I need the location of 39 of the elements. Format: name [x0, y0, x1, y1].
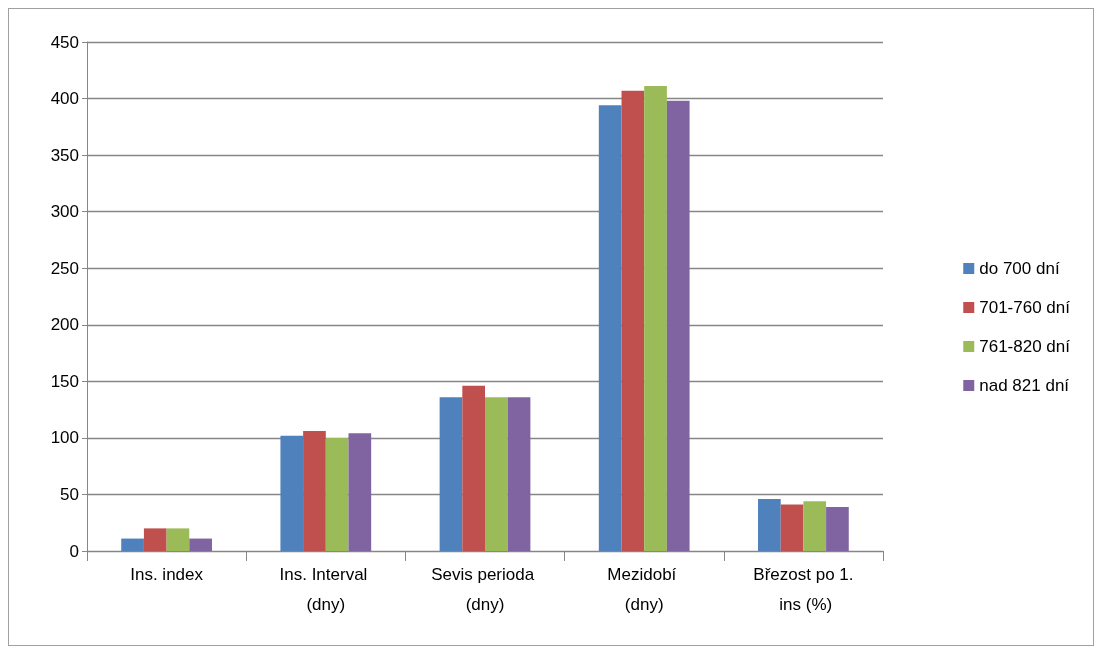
bar	[485, 397, 508, 551]
y-tick-label: 250	[50, 258, 79, 278]
bar	[325, 437, 349, 551]
legend-label: 761-820 dní	[979, 337, 1071, 356]
bar	[758, 498, 781, 551]
x-tick-label: Sevis perioda (dny)	[431, 564, 539, 614]
bar	[666, 100, 690, 551]
legend-label: 701-760 dní	[979, 298, 1071, 317]
bar	[143, 528, 167, 551]
legend-label: nad 821 dní	[979, 376, 1070, 395]
bar	[644, 86, 667, 551]
y-tick-label: 450	[50, 32, 79, 52]
bar	[507, 397, 531, 551]
bar	[598, 105, 622, 551]
bar	[166, 528, 190, 551]
bar	[189, 538, 212, 551]
x-tick-label: Ins. index	[130, 564, 204, 584]
bar	[439, 397, 463, 551]
y-tick-label: 100	[50, 428, 79, 448]
legend-label: do 700 dní	[979, 259, 1060, 278]
bar	[462, 385, 485, 551]
y-tick-label: 0	[69, 541, 79, 561]
bar	[621, 90, 645, 551]
y-tick-label: 300	[50, 202, 79, 222]
y-tick-label: 200	[50, 315, 79, 335]
bar	[121, 538, 144, 551]
bar	[826, 506, 849, 551]
x-tick-label: Mezidobí (dny)	[607, 564, 682, 614]
bar	[303, 431, 326, 551]
y-tick-label: 150	[50, 371, 79, 391]
y-tick-label: 350	[50, 145, 79, 165]
x-tick-label: Březost po 1. ins (%)	[753, 564, 854, 614]
bar	[280, 435, 304, 551]
x-tick-label: Ins. Interval (dny)	[279, 564, 373, 614]
y-tick-label: 400	[50, 89, 79, 109]
bar	[780, 504, 804, 551]
bar	[348, 433, 372, 551]
y-tick-label: 50	[60, 484, 79, 504]
bar	[803, 501, 827, 551]
